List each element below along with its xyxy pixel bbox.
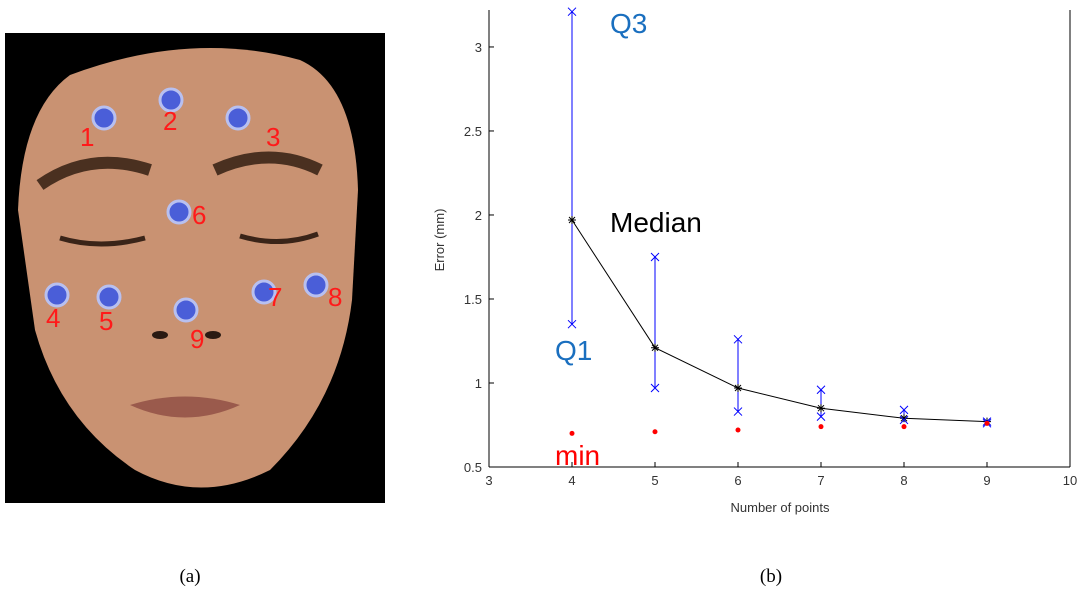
- landmark-label: 5: [99, 306, 113, 336]
- x-tick-label: 10: [1063, 473, 1077, 488]
- landmark-label: 4: [46, 303, 60, 333]
- landmark-label: 3: [266, 122, 280, 152]
- marker-dot: [736, 428, 741, 433]
- nostril: [152, 331, 168, 339]
- marker-dot: [985, 421, 990, 426]
- y-tick-label: 1: [475, 376, 482, 391]
- landmark-label: 7: [268, 282, 282, 312]
- y-tick-label: 0.5: [464, 460, 482, 475]
- landmark-label: 9: [190, 324, 204, 354]
- landmark-dot: [168, 201, 190, 223]
- y-tick-label: 2: [475, 208, 482, 223]
- marker-dot: [819, 424, 824, 429]
- x-tick-label: 6: [734, 473, 741, 488]
- face-panel: [5, 33, 385, 503]
- landmark-dot: [227, 107, 249, 129]
- landmark-dot: [93, 107, 115, 129]
- y-tick-label: 3: [475, 40, 482, 55]
- plot: 0.5 1 1.5 2 2.5 3 3 4 5 6 7 8 9 10: [464, 8, 1077, 488]
- median-line: [572, 220, 987, 422]
- figure: 1 2 3 4 5 6 7 8 9 (a) (b) Number of points Error…: [0, 0, 1085, 595]
- annotation: Q3: [610, 8, 647, 39]
- marker-star: [568, 216, 576, 224]
- landmark-label: 6: [192, 200, 206, 230]
- y-tick-label: 2.5: [464, 124, 482, 139]
- x-tick-label: 5: [651, 473, 658, 488]
- x-tick-label: 4: [568, 473, 575, 488]
- caption: (a): [179, 566, 200, 587]
- landmark-label: 1: [80, 122, 94, 152]
- marker-dot: [902, 424, 907, 429]
- marker-dot: [653, 429, 658, 434]
- x-tick-label: 3: [485, 473, 492, 488]
- marker-star: [900, 414, 908, 422]
- marker-star: [651, 344, 659, 352]
- marker-star: [817, 404, 825, 412]
- page: 1 2 3 4 5 6 7 8 9 (a) (b) Number of points Error…: [0, 0, 1085, 595]
- x-tick-label: 9: [983, 473, 990, 488]
- landmark-dot: [98, 286, 120, 308]
- y-axis-label: Error (mm): [432, 209, 447, 272]
- x-tick-label: 8: [900, 473, 907, 488]
- nostril: [205, 331, 221, 339]
- x-tick-label: 7: [817, 473, 824, 488]
- marker-star: [734, 384, 742, 392]
- landmark-dot: [305, 274, 327, 296]
- caption: (b): [760, 566, 782, 587]
- landmark-label: 8: [328, 282, 342, 312]
- x-axis-label: Number of points: [731, 500, 830, 515]
- annotation: min: [555, 440, 600, 471]
- marker-dot: [570, 431, 575, 436]
- annotation: Median: [610, 207, 702, 238]
- landmark-dot: [175, 299, 197, 321]
- annotation: Q1: [555, 335, 592, 366]
- landmark-label: 2: [163, 106, 177, 136]
- y-tick-label: 1.5: [464, 292, 482, 307]
